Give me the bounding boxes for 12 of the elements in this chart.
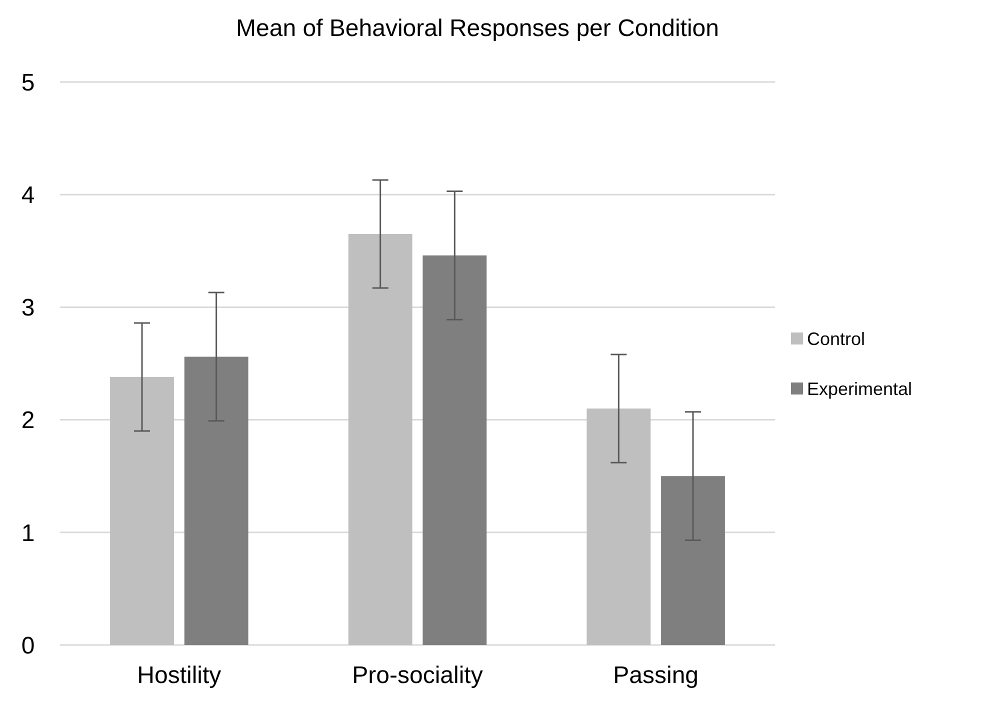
x-tick-label: Passing xyxy=(613,662,699,689)
legend-label: Experimental xyxy=(807,378,912,399)
y-tick-label: 5 xyxy=(21,69,35,96)
x-tick-label: Pro-sociality xyxy=(352,662,483,689)
x-tick-label: Hostility xyxy=(137,662,222,689)
y-tick-label: 0 xyxy=(21,632,35,660)
chart-title: Mean of Behavioral Responses per Condition xyxy=(236,15,719,42)
y-tick-label: 4 xyxy=(21,182,35,209)
y-tick-label: 2 xyxy=(21,407,35,434)
y-tick-label: 1 xyxy=(21,520,35,547)
y-tick-label: 3 xyxy=(21,294,35,322)
legend-label: Control xyxy=(807,328,866,349)
